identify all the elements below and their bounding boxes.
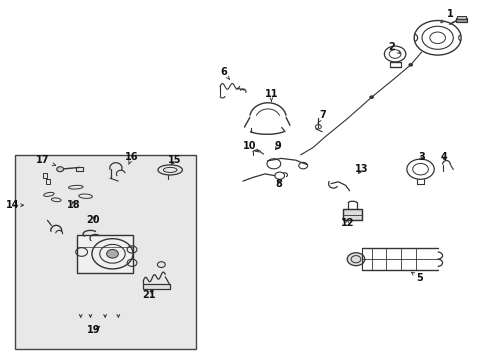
Bar <box>456 16 465 19</box>
Circle shape <box>57 167 63 172</box>
Text: 10: 10 <box>242 141 259 152</box>
Text: 15: 15 <box>168 155 182 165</box>
Text: 6: 6 <box>220 67 229 80</box>
Circle shape <box>346 253 364 266</box>
Text: 3: 3 <box>418 152 425 162</box>
Bar <box>77 235 133 273</box>
Bar <box>143 284 170 289</box>
Text: 11: 11 <box>264 89 278 102</box>
Text: 9: 9 <box>274 141 281 151</box>
Bar <box>455 18 466 22</box>
Bar <box>76 167 82 171</box>
Text: 1: 1 <box>440 9 452 23</box>
Bar <box>15 155 195 349</box>
Text: 21: 21 <box>142 290 156 300</box>
Circle shape <box>408 63 412 66</box>
Text: 19: 19 <box>87 325 101 336</box>
Bar <box>43 173 47 178</box>
Circle shape <box>106 249 118 258</box>
Text: 5: 5 <box>410 272 422 283</box>
Text: 8: 8 <box>275 179 282 189</box>
Bar <box>46 179 50 184</box>
Text: 2: 2 <box>387 42 399 53</box>
Circle shape <box>369 96 373 99</box>
Text: 13: 13 <box>354 164 368 174</box>
Text: 20: 20 <box>86 215 100 225</box>
Text: 4: 4 <box>440 152 447 162</box>
Bar <box>343 209 361 220</box>
Text: 18: 18 <box>66 200 80 210</box>
Bar <box>343 209 361 220</box>
Text: 17: 17 <box>36 155 55 166</box>
Text: 7: 7 <box>317 110 325 123</box>
Text: 16: 16 <box>125 152 139 165</box>
Text: 12: 12 <box>340 218 353 228</box>
Text: 14: 14 <box>5 200 23 210</box>
